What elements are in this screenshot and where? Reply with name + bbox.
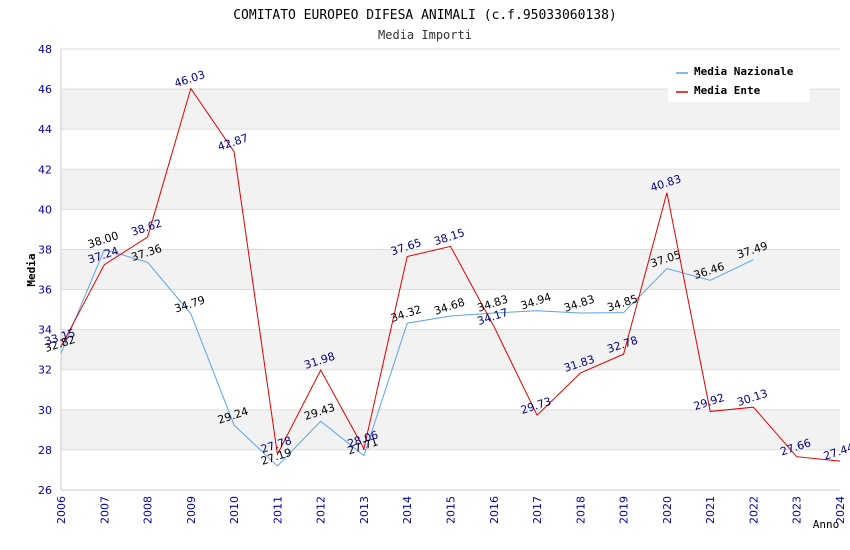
x-tick-label: 2024 <box>834 496 847 524</box>
x-tick-label: 2014 <box>401 496 414 524</box>
chart-subtitle: Media Importi <box>378 28 472 42</box>
x-tick-label: 2011 <box>271 496 284 524</box>
y-tick-label: 30 <box>38 404 52 417</box>
legend: Media Nazionale Media Ente <box>668 58 810 102</box>
legend-label-nazionale: Media Nazionale <box>694 65 794 78</box>
y-tick-label: 38 <box>38 243 52 256</box>
grid-lines <box>61 48 840 451</box>
data-label-nazionale: 34.68 <box>432 296 466 318</box>
x-tick-label: 2019 <box>618 496 631 524</box>
x-tick-label: 2020 <box>661 496 674 524</box>
x-tick-label: 2016 <box>488 496 501 524</box>
chart-title: COMITATO EUROPEO DIFESA ANIMALI (c.f.950… <box>233 8 617 23</box>
x-tick-label: 2012 <box>315 496 328 524</box>
x-tick-label: 2023 <box>791 496 804 524</box>
data-label-nazionale: 34.85 <box>606 292 640 314</box>
y-tick-label: 34 <box>38 324 52 337</box>
x-tick-label: 2018 <box>574 496 587 524</box>
y-tick-label: 40 <box>38 203 52 216</box>
x-tick-label: 2008 <box>142 496 155 524</box>
x-tick-label: 2006 <box>55 496 68 524</box>
data-label-nazionale: 34.83 <box>562 293 596 315</box>
x-tick-label: 2021 <box>704 496 717 524</box>
data-label-ente: 38.62 <box>129 217 163 239</box>
y-tick-label: 42 <box>38 163 52 176</box>
grid-bands <box>61 89 840 450</box>
data-label-ente: 46.03 <box>173 68 207 90</box>
grid-band <box>61 169 840 210</box>
y-tick-label: 26 <box>38 484 52 497</box>
y-tick-labels: 26 28 30 32 34 36 38 40 42 44 46 48 <box>38 43 52 497</box>
y-tick-label: 46 <box>38 83 52 96</box>
data-label-ente: 30.13 <box>735 387 769 409</box>
x-tick-label: 2013 <box>358 496 371 524</box>
data-label-nazionale: 34.94 <box>519 290 553 312</box>
grid-band <box>61 409 840 450</box>
y-tick-label: 48 <box>38 43 52 56</box>
series-line-ente <box>60 87 841 462</box>
x-tick-label: 2007 <box>98 496 111 524</box>
x-tick-label: 2009 <box>185 496 198 524</box>
y-tick-label: 44 <box>38 123 52 136</box>
series-line-nazionale <box>60 248 754 467</box>
legend-label-ente: Media Ente <box>694 84 761 97</box>
x-tick-label: 2017 <box>531 496 544 524</box>
legend-background <box>668 58 810 102</box>
x-tick-label: 2022 <box>747 496 760 524</box>
y-tick-label: 28 <box>38 444 52 457</box>
x-axis-label: Anno <box>813 518 840 531</box>
y-tick-label: 32 <box>38 364 52 377</box>
y-axis-label: Media <box>25 253 38 286</box>
grid-band <box>61 249 840 290</box>
x-tick-label: 2010 <box>228 496 241 524</box>
grid-band <box>61 329 840 370</box>
y-tick-label: 36 <box>38 284 52 297</box>
x-tick-labels: 2006 2007 2008 2009 2010 2011 2012 2013 2014 2015… <box>55 496 847 524</box>
series-lines <box>60 87 841 467</box>
data-label-ente: 38.15 <box>432 226 466 248</box>
axes <box>60 49 840 491</box>
x-tick-label: 2015 <box>445 496 458 524</box>
